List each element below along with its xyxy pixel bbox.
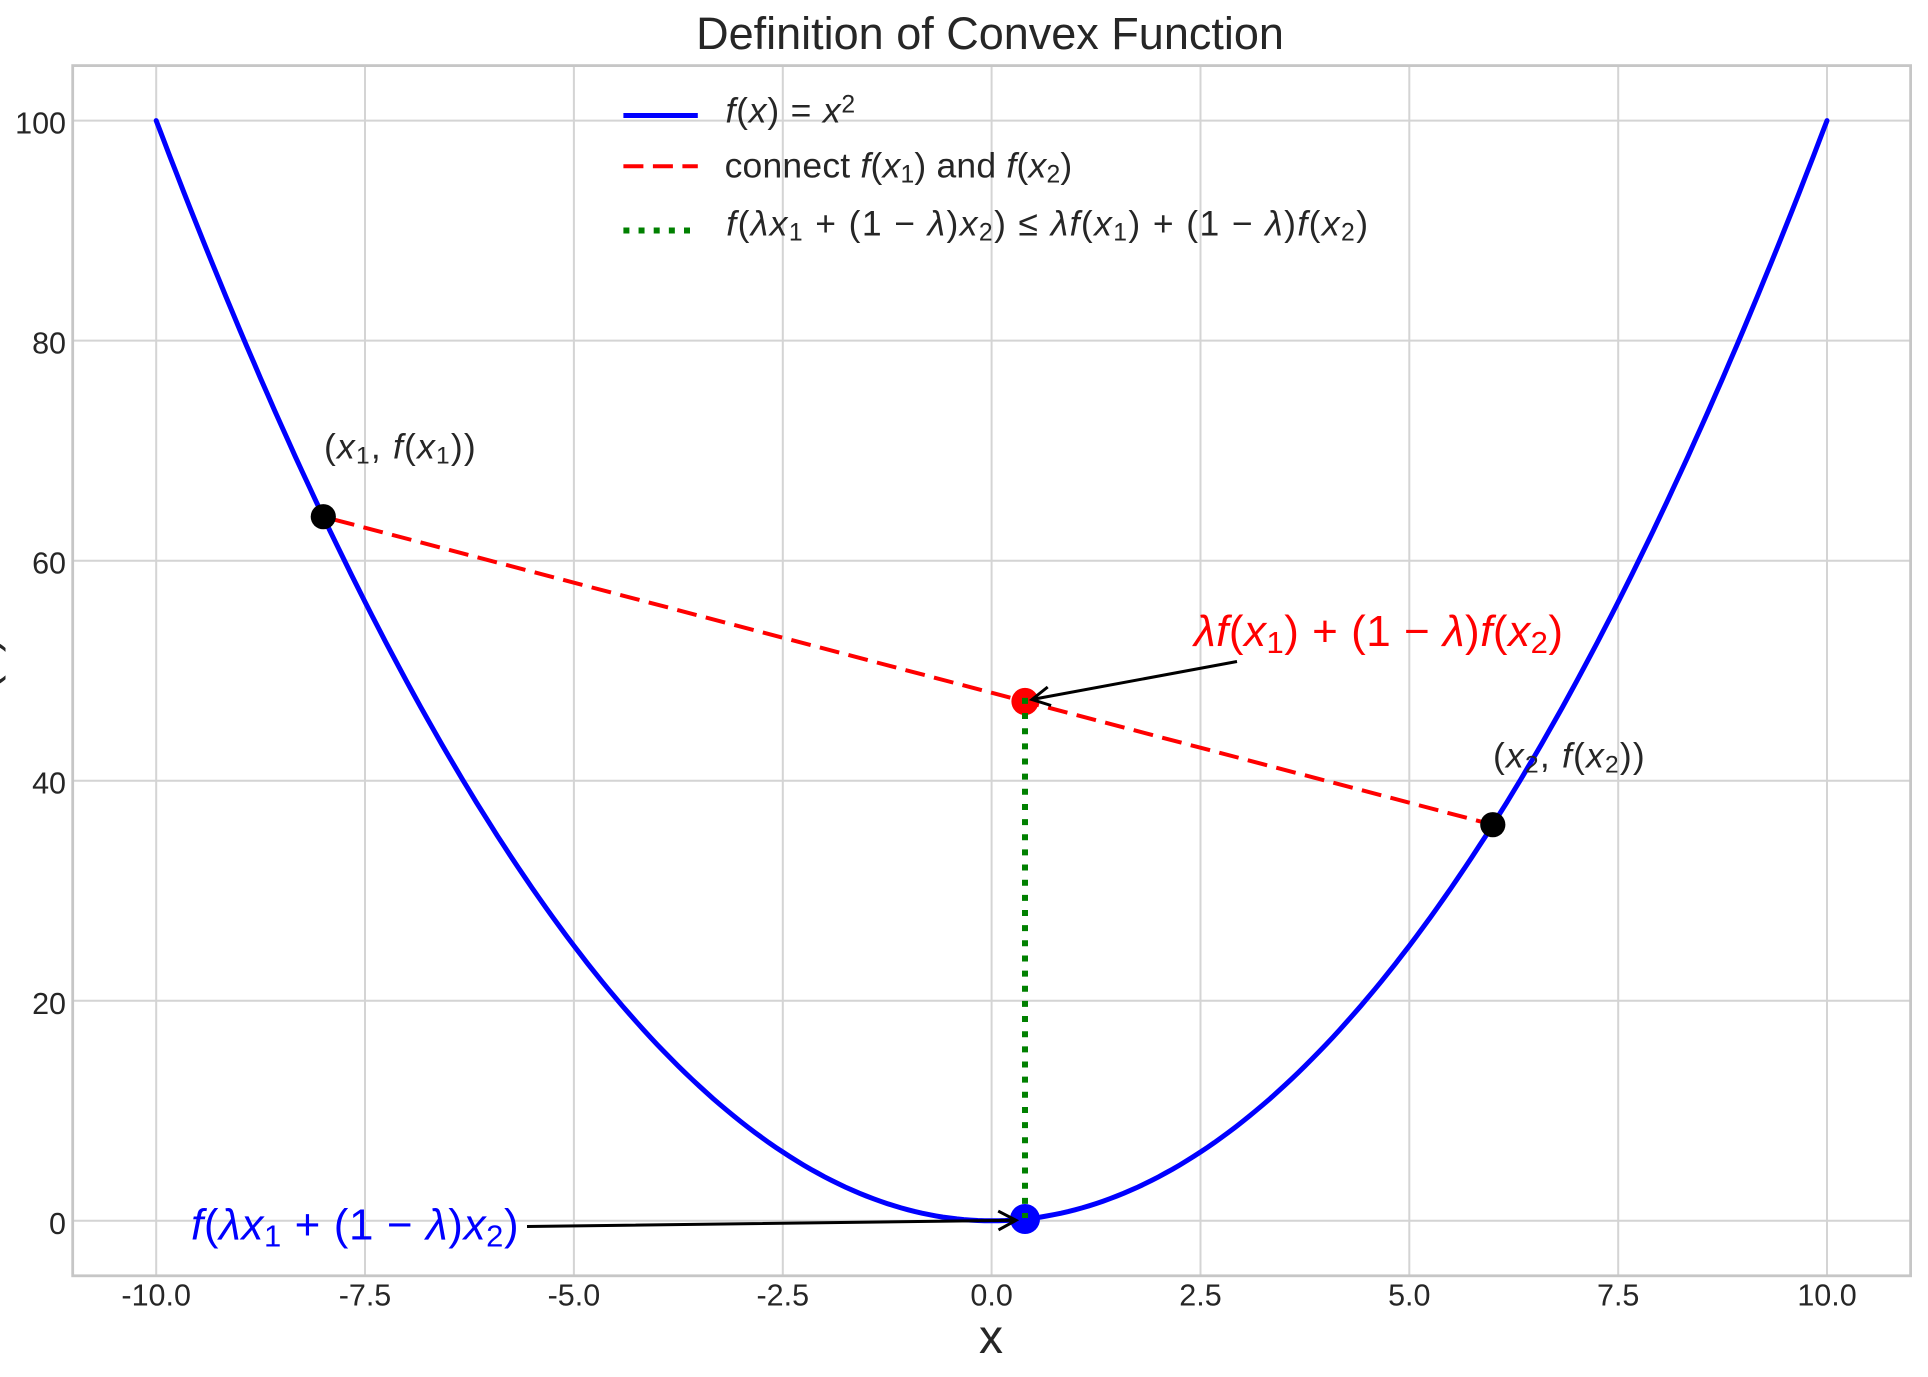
svg-text:0.0: 0.0: [970, 1279, 1012, 1313]
svg-text:-2.5: -2.5: [757, 1279, 810, 1313]
svg-text:40: 40: [32, 767, 66, 801]
svg-text:(x1, f(x1)): (x1, f(x1)): [324, 427, 477, 470]
svg-text:7.5: 7.5: [1597, 1279, 1639, 1313]
svg-text:-5.0: -5.0: [548, 1279, 601, 1313]
svg-text:60: 60: [32, 547, 66, 581]
svg-text:100: 100: [15, 107, 66, 141]
svg-text:f(x) = x2: f(x) = x2: [726, 91, 856, 131]
svg-text:f(x): f(x): [0, 637, 6, 703]
svg-text:10.0: 10.0: [1797, 1279, 1856, 1313]
svg-text:2.5: 2.5: [1179, 1279, 1221, 1313]
svg-text:-10.0: -10.0: [121, 1279, 191, 1313]
svg-text:80: 80: [32, 327, 66, 361]
svg-text:-7.5: -7.5: [339, 1279, 392, 1313]
svg-text:20: 20: [32, 987, 66, 1021]
svg-text:x: x: [979, 1311, 1003, 1364]
svg-text:5.0: 5.0: [1388, 1279, 1430, 1313]
svg-text:connect f(x1) and f(x2): connect f(x1) and f(x2): [725, 146, 1073, 189]
svg-text:f(λx1 + (1 − λ)x2) ≤ λf(x1) +: f(λx1 + (1 − λ)x2) ≤ λf(x1) + (1 − λ)f(x…: [726, 204, 1369, 247]
svg-text:(x2, f(x2)): (x2, f(x2)): [1493, 736, 1646, 779]
svg-text:0: 0: [49, 1207, 66, 1241]
svg-text:Definition of Convex Function: Definition of Convex Function: [696, 8, 1284, 59]
svg-text:λf(x1) + (1 − λ)f(x2): λf(x1) + (1 − λ)f(x2): [1192, 607, 1563, 660]
svg-text:f(λx1 + (1 − λ)x2): f(λx1 + (1 − λ)x2): [191, 1201, 519, 1254]
